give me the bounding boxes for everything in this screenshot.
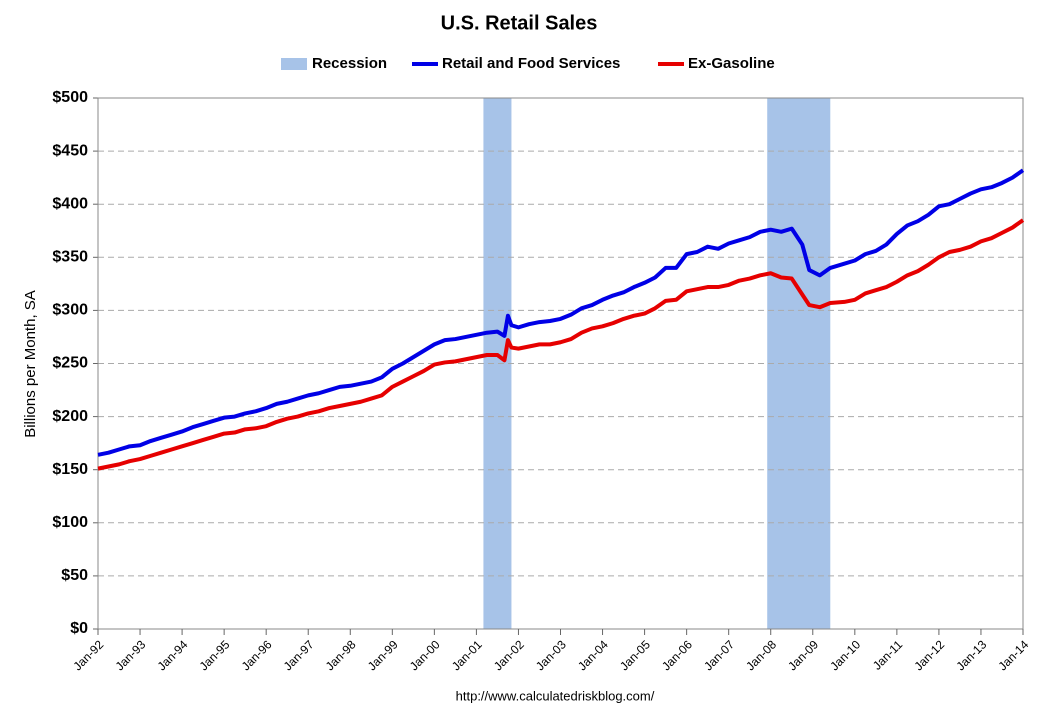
y-tick-label: $450 [52,142,88,159]
y-tick-label: $400 [52,195,88,212]
series-line [97,218,1025,471]
y-tick-label: $250 [52,355,88,372]
y-tick-label: $350 [52,249,88,266]
y-tick-label: $200 [52,408,88,425]
legend-label: Retail and Food Services [442,55,620,72]
legend-label: Recession [312,55,387,72]
y-tick-label: $150 [52,461,88,478]
y-tick-label: $0 [70,620,88,637]
chart-title: U.S. Retail Sales [441,12,598,34]
recession-band [483,98,512,629]
series-line [97,168,1025,457]
legend-label: Ex-Gasoline [688,55,775,72]
y-tick-label: $100 [52,514,88,531]
y-tick-label: $50 [61,567,88,584]
legend-swatch [281,58,307,70]
y-tick-label: $300 [52,302,88,319]
source: http://www.calculatedriskblog.com/ [456,688,655,703]
y-axis-label: Billions per Month, SA [22,290,39,438]
y-tick-label: $500 [52,89,88,106]
